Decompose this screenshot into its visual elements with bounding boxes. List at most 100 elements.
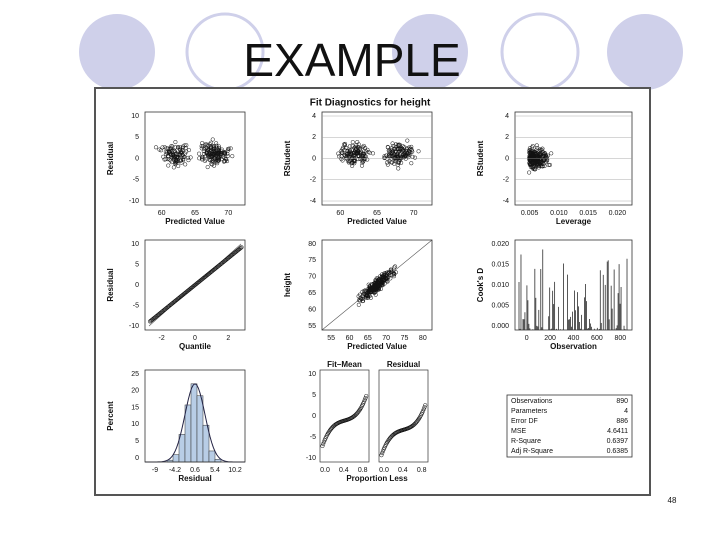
point xyxy=(355,140,360,145)
point xyxy=(174,151,179,156)
point xyxy=(396,166,401,171)
panel: 60 65 70 10 5 0 -5 -10 Predicted Value Residual xyxy=(106,111,246,226)
point xyxy=(352,145,358,150)
point xyxy=(407,152,412,157)
x-tick-label: 0.4 xyxy=(398,467,408,474)
point xyxy=(382,154,387,159)
point xyxy=(210,162,215,167)
point xyxy=(327,429,332,434)
hist-bar xyxy=(184,404,192,463)
point xyxy=(535,163,540,168)
x-tick-label: 0.015 xyxy=(579,210,597,217)
point xyxy=(361,143,366,148)
stat-value: 4 xyxy=(624,408,628,415)
x-tick-label: 0 xyxy=(193,335,197,342)
point xyxy=(390,141,395,146)
x-tick-label: -2 xyxy=(159,335,165,342)
point xyxy=(535,145,540,151)
point xyxy=(222,149,227,155)
point xyxy=(377,276,382,281)
point xyxy=(225,151,230,156)
plot-frame xyxy=(514,239,633,331)
subpanel-title: Fit–Mean xyxy=(327,360,362,369)
point xyxy=(392,161,397,166)
x-tick-label: 600 xyxy=(591,335,603,342)
x-tick-label: 5.4 xyxy=(210,467,220,474)
x-tick-label: 0 xyxy=(525,335,529,342)
point xyxy=(342,153,347,158)
x-tick-label: 60 xyxy=(158,210,166,217)
point xyxy=(406,153,411,158)
decoration-circles xyxy=(79,12,683,92)
point xyxy=(362,288,367,293)
point xyxy=(370,289,375,294)
point xyxy=(364,292,369,298)
x-axis-label: Proportion Less xyxy=(346,474,408,483)
point xyxy=(172,149,177,154)
point xyxy=(350,163,355,168)
x-tick-label: 0.4 xyxy=(339,467,349,474)
point xyxy=(382,273,387,278)
point xyxy=(203,141,208,147)
point xyxy=(205,165,210,170)
point xyxy=(216,156,221,161)
point xyxy=(385,162,390,167)
point xyxy=(352,413,357,418)
point xyxy=(210,158,215,163)
point xyxy=(202,146,207,151)
stat-name: R-Square xyxy=(511,438,541,445)
x-axis-label: Predicted Value xyxy=(165,217,225,226)
point xyxy=(222,151,228,156)
point xyxy=(351,152,357,157)
point xyxy=(547,162,552,167)
point xyxy=(153,145,159,150)
y-tick-label: 5 xyxy=(312,392,316,399)
point xyxy=(415,418,420,423)
point xyxy=(540,150,546,155)
point xyxy=(336,151,341,156)
point xyxy=(543,153,549,158)
point xyxy=(208,157,213,163)
point xyxy=(209,157,214,162)
point xyxy=(390,154,395,159)
point xyxy=(531,152,536,157)
point xyxy=(362,397,367,402)
stat-value: 890 xyxy=(616,398,628,405)
y-tick-label: 20 xyxy=(131,388,139,395)
point xyxy=(402,148,407,154)
point xyxy=(222,150,228,155)
point xyxy=(344,145,349,150)
y-tick-label: 80 xyxy=(308,241,316,248)
point xyxy=(356,149,361,154)
y-tick-label: 10 xyxy=(131,241,139,248)
point xyxy=(183,151,188,156)
point xyxy=(373,278,378,283)
point xyxy=(238,245,243,250)
panel: 60 65 70 4 2 0 -2 -4 Predicted Value RStudent xyxy=(283,111,433,226)
plot-frame xyxy=(321,239,433,331)
y-tick-label: 10 xyxy=(308,371,316,378)
point xyxy=(371,285,376,290)
point xyxy=(356,142,361,147)
point xyxy=(540,164,545,169)
point xyxy=(359,296,364,301)
point xyxy=(212,146,217,151)
point xyxy=(391,143,396,148)
point xyxy=(330,425,335,430)
x-tick-label: 0.8 xyxy=(417,467,427,474)
y-axis-label: Residual xyxy=(106,268,115,301)
point xyxy=(200,144,205,149)
panel: 0 200 400 600 800 0.020 0.015 0.010 0.005 0.000 Ob… xyxy=(476,239,633,351)
x-tick-label: 55 xyxy=(327,335,335,342)
point xyxy=(398,142,403,148)
y-tick-label: 5 xyxy=(135,261,139,268)
point xyxy=(385,145,390,150)
y-tick-label: 0.005 xyxy=(491,302,509,309)
x-tick-label: 200 xyxy=(544,335,556,342)
point xyxy=(218,151,223,156)
point xyxy=(392,265,397,270)
point xyxy=(183,162,188,167)
point xyxy=(166,146,171,151)
x-axis-label: Leverage xyxy=(556,217,592,226)
point xyxy=(353,413,358,418)
